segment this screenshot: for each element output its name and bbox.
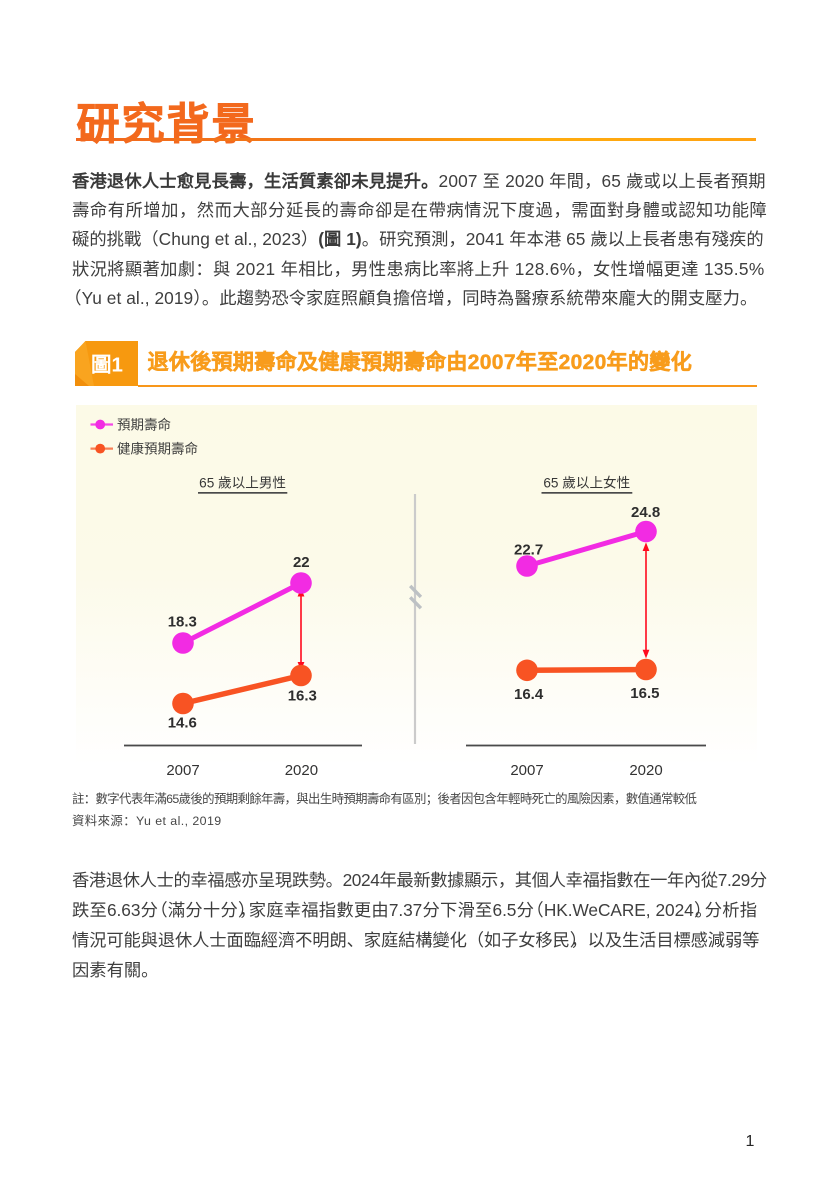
svg-text:24.8: 24.8	[631, 504, 660, 521]
svg-text:健康預期壽命: 健康預期壽命	[117, 440, 198, 456]
svg-text:65 歲以上男性: 65 歲以上男性	[199, 476, 286, 491]
svg-text:2020: 2020	[285, 762, 318, 779]
svg-text:預期壽命: 預期壽命	[117, 416, 171, 432]
svg-text:圖1: 圖1	[91, 354, 123, 377]
svg-text:16.4: 16.4	[514, 686, 544, 703]
svg-text:2007: 2007	[510, 762, 543, 779]
svg-text:2020: 2020	[629, 762, 662, 779]
svg-text:16.5: 16.5	[630, 685, 659, 702]
svg-text:22: 22	[293, 554, 310, 571]
svg-text:14.6: 14.6	[168, 715, 197, 732]
svg-text:18.3: 18.3	[168, 614, 197, 631]
svg-text:22.7: 22.7	[514, 542, 543, 559]
svg-text:16.3: 16.3	[288, 688, 317, 705]
svg-text:2007: 2007	[166, 762, 199, 779]
svg-text:65 歲以上女性: 65 歲以上女性	[543, 475, 630, 491]
